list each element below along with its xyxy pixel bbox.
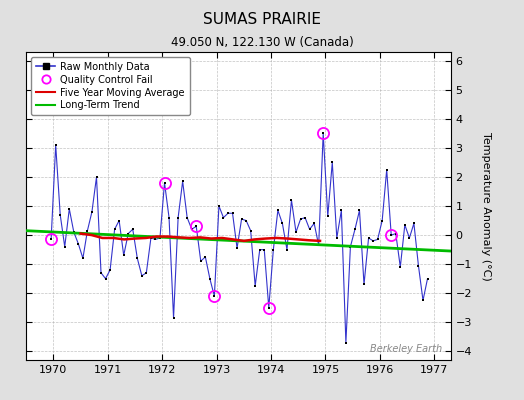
Legend: Raw Monthly Data, Quality Control Fail, Five Year Moving Average, Long-Term Tren: Raw Monthly Data, Quality Control Fail, … — [31, 57, 190, 115]
Text: SUMAS PRAIRIE: SUMAS PRAIRIE — [203, 12, 321, 27]
Text: Berkeley Earth: Berkeley Earth — [370, 344, 442, 354]
Y-axis label: Temperature Anomaly (°C): Temperature Anomaly (°C) — [482, 132, 492, 280]
Text: 49.050 N, 122.130 W (Canada): 49.050 N, 122.130 W (Canada) — [171, 36, 353, 49]
